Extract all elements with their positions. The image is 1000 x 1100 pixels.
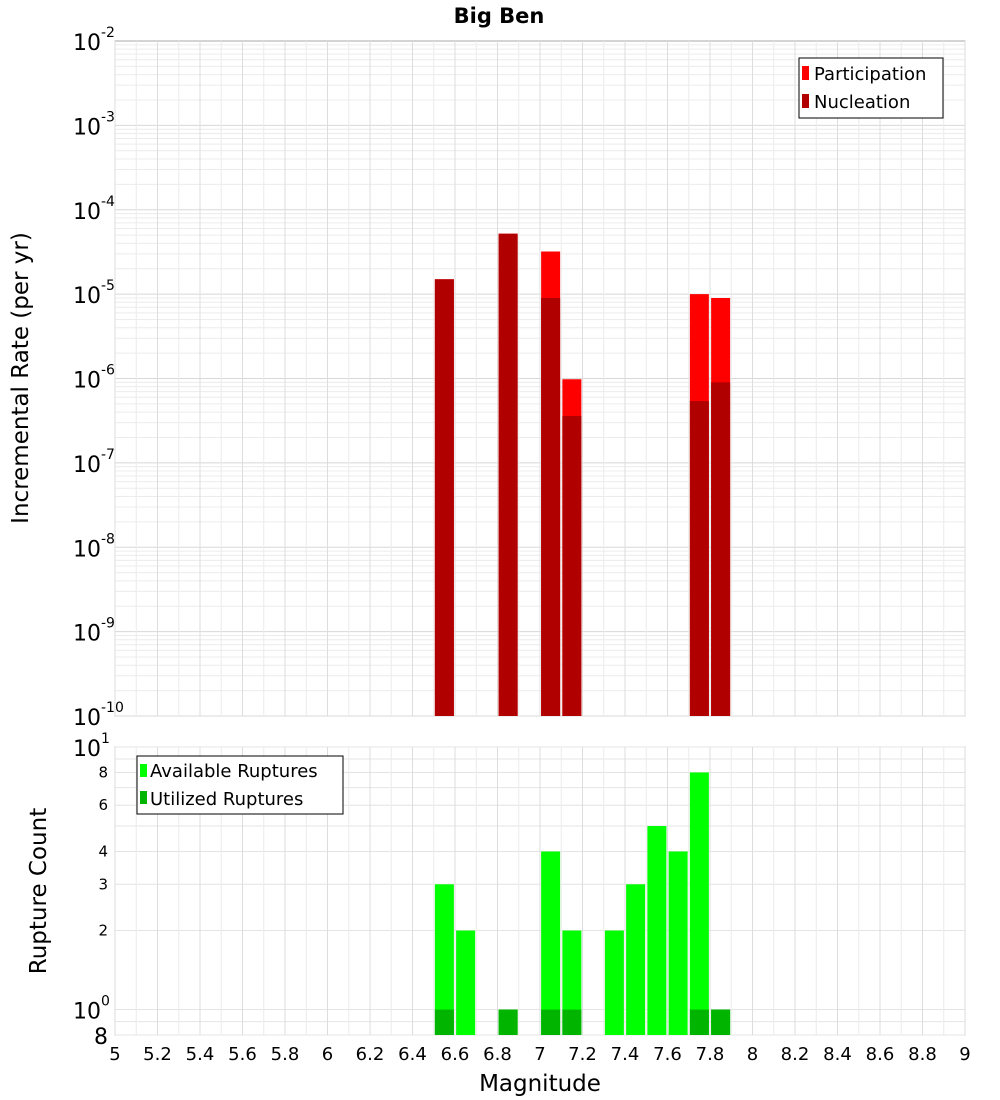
- count-y-axis-label: Rupture Count: [26, 808, 52, 974]
- count-y-tick-label: 101: [73, 731, 110, 762]
- x-ticks: 5 5.2 5.4 5.6 5.8 6 6.2 6.4 6.6 6.8 7 7.2 7.4 7.6 7.8 8…: [109, 1044, 970, 1065]
- available-ruptures-bar: [434, 884, 454, 1035]
- available-ruptures-bar: [562, 930, 582, 1035]
- available-ruptures-bar: [668, 851, 688, 1035]
- rate-panel: 10-10 10-9 10-8 10-7 10-6 10-5 10-4 10-3 10-2 In…: [8, 25, 966, 731]
- rate-y-tick-label: 10-6: [73, 363, 115, 394]
- x-tick-label: 8.6: [866, 1044, 895, 1065]
- x-tick-label: 8.4: [823, 1044, 852, 1065]
- chart-title: Big Ben: [454, 4, 545, 28]
- available-ruptures-bar: [541, 851, 561, 1035]
- rate-y-tick-label: 10-5: [73, 278, 115, 309]
- rate-bars: [434, 233, 731, 716]
- x-tick-label: 6.2: [356, 1044, 385, 1065]
- available-ruptures-bar: [626, 884, 646, 1035]
- nucleation-bar: [434, 279, 454, 716]
- count-legend-box: [136, 755, 344, 815]
- count-bars: [434, 772, 731, 1035]
- utilized-ruptures-bar: [434, 1009, 454, 1035]
- count-y-tick-label: 4: [98, 842, 108, 860]
- legend-label-nucleation: Nucleation: [814, 92, 910, 113]
- x-axis-label: Magnitude: [479, 1071, 601, 1097]
- x-tick-label: 6.8: [483, 1044, 512, 1065]
- count-y-tick-label: 2: [98, 922, 108, 940]
- x-tick-label: 7.8: [696, 1044, 725, 1065]
- count-y-tick-label: 8: [98, 763, 108, 781]
- available-ruptures-bar: [604, 930, 624, 1035]
- x-tick-label: 8.8: [908, 1044, 937, 1065]
- legend-swatch-nucleation: [802, 94, 809, 108]
- legend-swatch-utilized: [140, 791, 147, 804]
- utilized-ruptures-bar: [562, 1009, 582, 1035]
- rate-legend-box: [798, 57, 944, 119]
- rate-y-tick-label: 10-10: [73, 700, 124, 731]
- available-ruptures-bar: [647, 826, 667, 1035]
- x-tick-label: 5.6: [228, 1044, 257, 1065]
- rate-y-tick-label: 10-2: [73, 25, 115, 56]
- available-ruptures-bar: [456, 930, 476, 1035]
- count-y-tick-label: 8: [94, 1025, 108, 1050]
- rate-legend: Participation Nucleation: [798, 57, 944, 119]
- nucleation-bar: [498, 233, 518, 716]
- x-tick-label: 7: [534, 1044, 545, 1065]
- utilized-ruptures-bar: [689, 1009, 709, 1035]
- utilized-ruptures-bar: [541, 1009, 561, 1035]
- legend-label-available: Available Ruptures: [150, 761, 318, 782]
- x-tick-label: 8: [747, 1044, 758, 1065]
- x-tick-label: 9: [959, 1044, 970, 1065]
- x-tick-label: 6.6: [441, 1044, 470, 1065]
- x-tick-label: 6.4: [398, 1044, 427, 1065]
- x-tick-label: 6: [322, 1044, 333, 1065]
- x-tick-label: 7.2: [568, 1044, 597, 1065]
- count-grid: [114, 746, 966, 1036]
- count-legend: Available Ruptures Utilized Ruptures: [136, 755, 344, 815]
- x-tick-label: 5.4: [186, 1044, 215, 1065]
- x-tick-label: 7.4: [611, 1044, 640, 1065]
- legend-swatch-participation: [802, 66, 809, 80]
- count-y-tick-label: 3: [98, 875, 108, 893]
- count-y-tick-label: 100: [73, 994, 110, 1025]
- utilized-ruptures-bar: [498, 1009, 518, 1035]
- rate-y-tick-label: 10-3: [73, 109, 115, 140]
- x-tick-label: 5.8: [271, 1044, 300, 1065]
- rate-y-axis-label: Incremental Rate (per yr): [8, 232, 34, 524]
- nucleation-bar: [689, 401, 709, 716]
- nucleation-bar: [541, 297, 561, 716]
- x-tick-label: 8.2: [781, 1044, 810, 1065]
- x-tick-label: 7.6: [653, 1044, 682, 1065]
- legend-label-participation: Participation: [814, 64, 926, 85]
- utilized-ruptures-bar: [711, 1009, 731, 1035]
- rate-y-tick-label: 10-7: [73, 447, 115, 478]
- nucleation-bar: [562, 415, 582, 716]
- rate-y-tick-label: 10-8: [73, 531, 115, 562]
- available-ruptures-bar: [689, 772, 709, 1035]
- x-tick-label: 5.2: [143, 1044, 172, 1065]
- rate-grid: [114, 41, 966, 717]
- rate-y-tick-label: 10-9: [73, 616, 115, 647]
- nucleation-bar: [711, 382, 731, 716]
- legend-swatch-available: [140, 764, 147, 777]
- x-tick-label: 5: [109, 1044, 120, 1065]
- count-y-tick-label: 6: [98, 796, 108, 814]
- rate-y-tick-label: 10-4: [73, 194, 115, 225]
- legend-label-utilized: Utilized Ruptures: [150, 789, 303, 810]
